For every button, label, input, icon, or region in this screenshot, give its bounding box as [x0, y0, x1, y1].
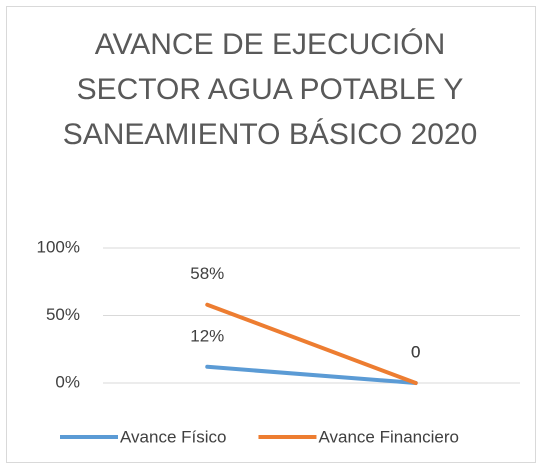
y-tick-label: 100% — [37, 237, 80, 256]
data-label: 0 — [411, 342, 420, 361]
y-tick-label: 0% — [55, 372, 80, 391]
chart-border — [6, 6, 536, 463]
series-line — [205, 302, 418, 385]
y-tick-label: 50% — [46, 305, 80, 324]
data-label: 0 — [411, 342, 420, 361]
chart-title: AVANCE DE EJECUCIÓN SECTOR AGUA POTABLE … — [62, 28, 478, 151]
series-line — [205, 364, 418, 385]
legend-label: Avance Financiero — [318, 427, 459, 446]
data-label: 12% — [190, 326, 224, 345]
data-label: 58% — [190, 264, 224, 283]
legend-label: Avance Físico — [120, 427, 226, 446]
